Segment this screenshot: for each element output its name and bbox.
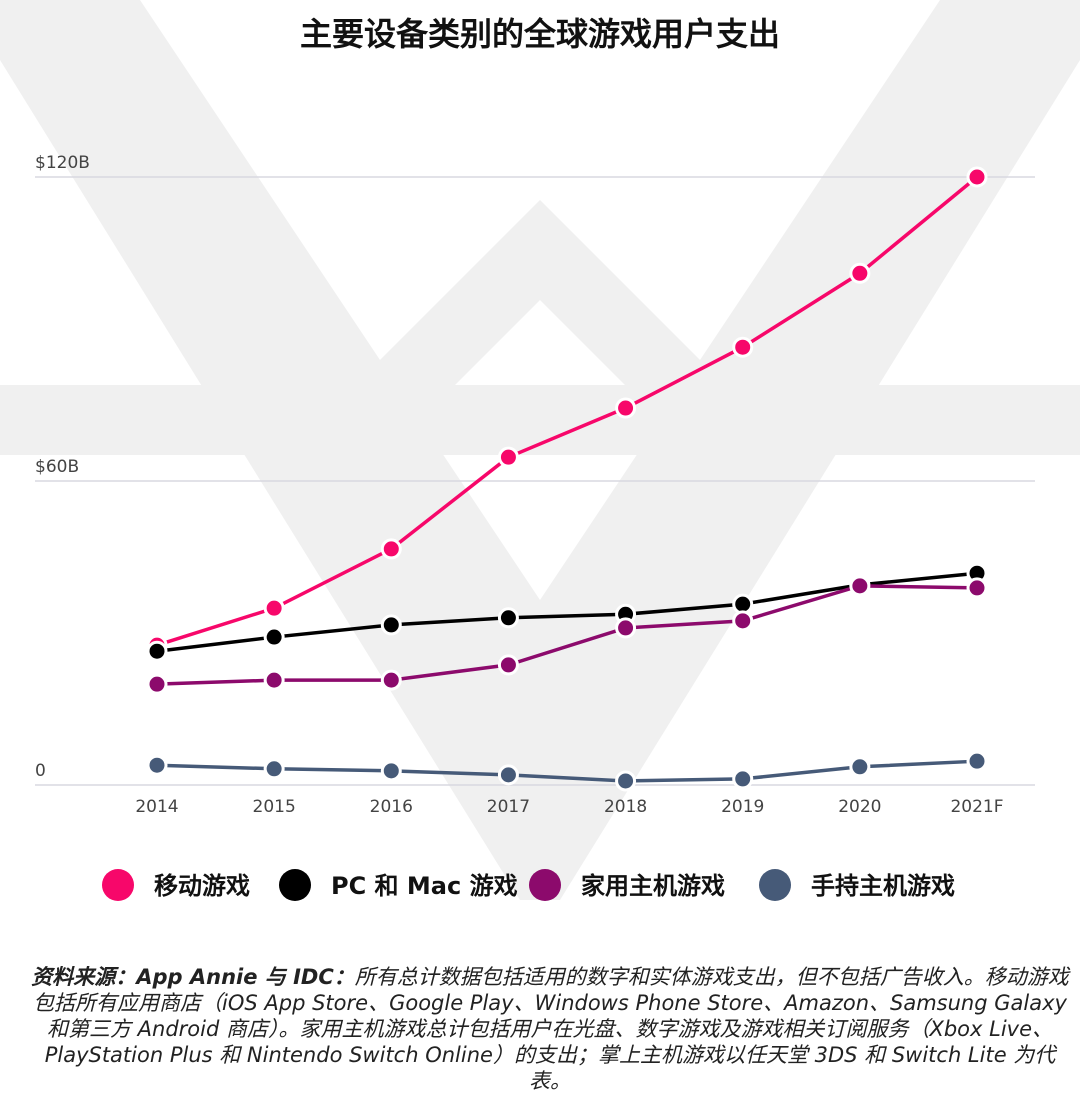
footnote: 资料来源：App Annie 与 IDC：所有总计数据包括适用的数字和实体游戏支… xyxy=(30,964,1070,1094)
data-point xyxy=(732,768,754,790)
x-tick-label: 2016 xyxy=(370,797,413,817)
legend-marker xyxy=(529,869,561,901)
data-point xyxy=(849,756,871,778)
data-point xyxy=(263,758,285,780)
data-point xyxy=(849,262,871,284)
series-line xyxy=(156,571,978,653)
y-tick-label: 0 xyxy=(35,761,46,781)
y-tick-label: $120B xyxy=(35,153,90,173)
legend-label: 移动游戏 xyxy=(154,872,250,900)
data-point xyxy=(146,640,168,662)
legend-label: 手持主机游戏 xyxy=(811,872,955,900)
x-tick-label: 2019 xyxy=(721,797,764,817)
series-line xyxy=(156,175,979,647)
data-point xyxy=(497,764,519,786)
source-label: 资料来源：App Annie 与 IDC： xyxy=(31,965,355,989)
data-point xyxy=(146,673,168,695)
data-point xyxy=(732,336,754,358)
line-chart: 主要设备类别的全球游戏用户支出 0 $60B $120B 2014 2015 2016 2… xyxy=(0,0,1080,901)
data-point xyxy=(849,575,871,597)
data-point xyxy=(497,446,519,468)
data-point xyxy=(615,770,637,792)
series-line xyxy=(156,759,978,783)
data-point xyxy=(380,669,402,691)
data-point xyxy=(615,617,637,639)
legend-marker xyxy=(102,869,134,901)
x-tick-label: 2015 xyxy=(253,797,296,817)
data-point xyxy=(263,626,285,648)
series-line xyxy=(156,584,978,686)
x-tick-label: 2021F xyxy=(950,797,1003,817)
data-point xyxy=(497,654,519,676)
chart-title: 主要设备类别的全球游戏用户支出 xyxy=(300,15,780,53)
data-point xyxy=(263,597,285,619)
data-point xyxy=(146,754,168,776)
data-point xyxy=(615,397,637,419)
x-tick-label: 2018 xyxy=(604,797,647,817)
data-point xyxy=(497,607,519,629)
x-tick-label: 2020 xyxy=(838,797,881,817)
x-tick-label: 2017 xyxy=(487,797,530,817)
data-point xyxy=(380,614,402,636)
x-tick-label: 2014 xyxy=(135,797,178,817)
legend-label: 家用主机游戏 xyxy=(581,872,725,900)
data-point xyxy=(966,577,988,599)
data-point xyxy=(966,166,988,188)
series-2 xyxy=(146,575,988,695)
series-0 xyxy=(146,166,988,656)
legend-marker xyxy=(279,869,311,901)
data-point xyxy=(380,760,402,782)
footnote-text: 所有总计数据包括适用的数字和实体游戏支出，但不包括广告收入。移动游戏包括所有应用… xyxy=(33,965,1069,1093)
data-point xyxy=(966,750,988,772)
data-point xyxy=(380,538,402,560)
legend-label: PC 和 Mac 游戏 xyxy=(331,872,518,900)
y-tick-label: $60B xyxy=(35,457,79,477)
legend-marker xyxy=(759,869,791,901)
data-point xyxy=(732,610,754,632)
data-point xyxy=(263,669,285,691)
series-3 xyxy=(146,750,988,792)
